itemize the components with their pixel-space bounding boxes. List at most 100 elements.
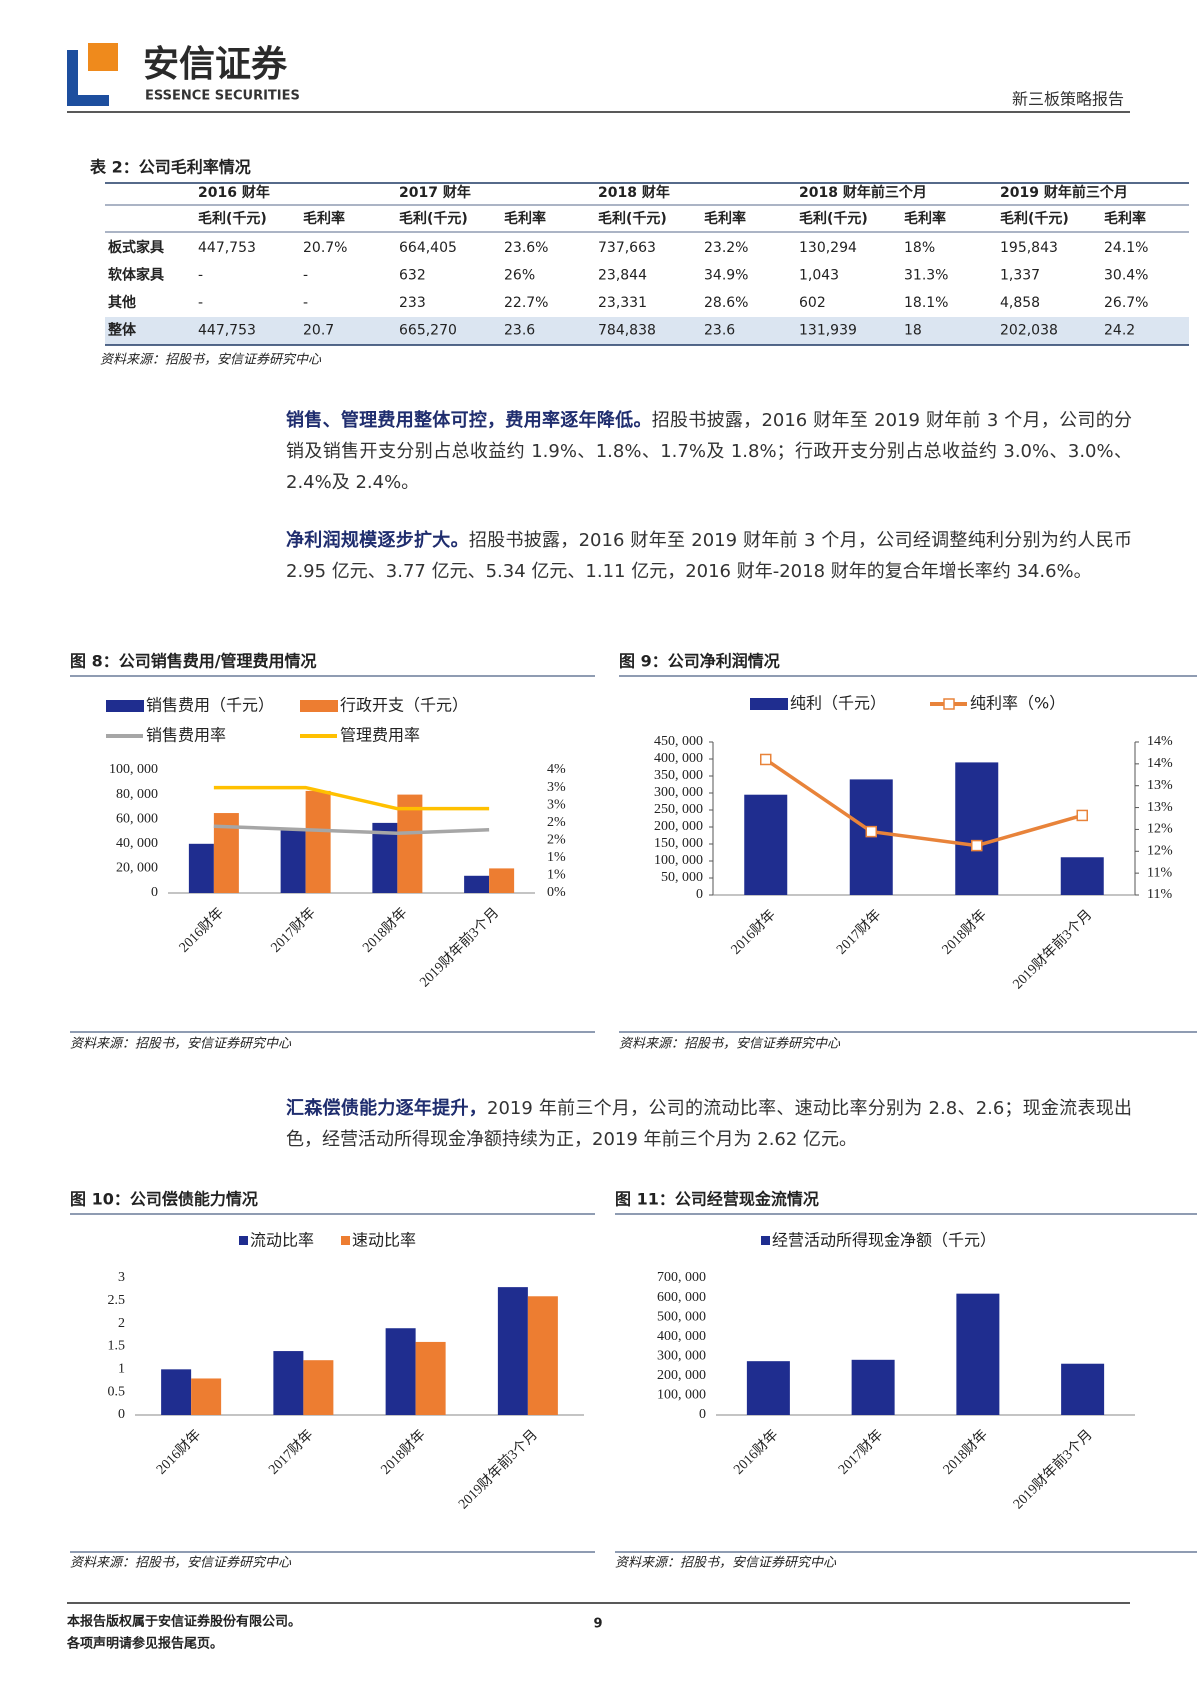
logo [67, 43, 118, 106]
y2-tick-label: 3% [547, 780, 566, 795]
paragraph-body: 招股书披露，2016 财年至 2019 财年前 3 个月，公司经调整纯利分别为约… [286, 530, 1132, 582]
paragraph-body: 2019 年前三个月，公司的流动比率、速动比率分别为 2.8、2.6；现金流表现… [286, 1098, 1132, 1150]
table-source: 资料来源：招股书，安信证券研究中心 [100, 352, 322, 368]
x-tick-label: 2018财年 [939, 907, 990, 958]
legend-swatch [341, 1236, 350, 1245]
table-cell: 23.6 [504, 323, 535, 339]
bar [397, 794, 423, 893]
y-tick-label: 600, 000 [657, 1290, 706, 1305]
y2-tick-label: 2% [547, 815, 566, 830]
line-series [213, 824, 490, 836]
table-cell: 23,331 [598, 295, 647, 311]
y-tick-label: 0 [118, 1407, 125, 1422]
table-cell: 31.3% [904, 268, 948, 284]
y-tick-label: 0.5 [108, 1384, 126, 1399]
bar [497, 1287, 528, 1415]
column-group: 2017 财年 [399, 184, 471, 201]
table-cell: 1,337 [1000, 268, 1040, 284]
x-tick-label: 2017财年 [268, 905, 319, 956]
row-header: 其他 [108, 294, 136, 311]
y-tick-label: 0 [151, 885, 158, 900]
x-tick-label: 2019财年前3个月 [1009, 1426, 1095, 1512]
x-tick-label: 2018财年 [360, 905, 411, 956]
line-marker [760, 753, 772, 766]
x-tick-label: 2016财年 [728, 907, 779, 958]
y-tick-label: 40, 000 [116, 836, 158, 851]
row-header: 板式家具 [108, 239, 164, 256]
table-cell: 30.4% [1104, 268, 1148, 284]
table-cell: 24.2 [1104, 323, 1135, 339]
y-tick-label: 3 [118, 1270, 125, 1285]
y-tick-label: 700, 000 [657, 1270, 706, 1285]
table-cell: 664,405 [399, 240, 457, 256]
y-tick-label: 400, 000 [657, 1329, 706, 1344]
row-highlight [105, 317, 1189, 345]
chart-title: 图 9：公司净利润情况 [619, 652, 780, 671]
y-tick-label: 1.5 [108, 1339, 126, 1354]
bar [489, 868, 515, 893]
footer-text: 各项声明请参见报告尾页。 [66, 1636, 223, 1652]
chart-title: 图 11：公司经营现金流情况 [615, 1190, 819, 1209]
legend-label: 经营活动所得现金净额（千元） [772, 1231, 996, 1250]
y-tick-label: 60, 000 [116, 811, 158, 826]
x-tick-label: 2016财年 [731, 1427, 782, 1478]
paragraph: 净利润规模逐步扩大。招股书披露，2016 财年至 2019 财年前 3 个月，公… [286, 525, 1132, 587]
chart-title: 图 8：公司销售费用/管理费用情况 [70, 652, 317, 671]
table-cell: - [303, 268, 308, 284]
y-tick-label: 250, 000 [654, 802, 703, 817]
line-marker [971, 839, 983, 852]
y-tick-label: 500, 000 [657, 1309, 706, 1324]
table-cell: 23.2% [704, 240, 748, 256]
line-marker [1076, 809, 1088, 822]
column-group: 2018 财年 [598, 184, 670, 201]
table-caption: 表 2：公司毛利率情况 [89, 158, 251, 177]
bar [161, 1369, 192, 1415]
x-tick-label: 2017财年 [266, 1427, 317, 1478]
table-cell: 34.9% [704, 268, 748, 284]
table-cell: 632 [399, 268, 426, 284]
y2-tick-label: 14% [1147, 734, 1173, 749]
legend-label: 销售费用（千元） [146, 696, 274, 715]
line-series [213, 785, 490, 811]
legend-label: 纯利（千元） [790, 694, 886, 713]
table-cell: 23.6% [504, 240, 548, 256]
y-tick-label: 0 [699, 1407, 706, 1422]
legend-label: 管理费用率 [340, 726, 420, 745]
logo-mark [88, 43, 118, 71]
y-tick-label: 350, 000 [654, 768, 703, 783]
bar [1060, 857, 1104, 895]
y-tick-label: 200, 000 [657, 1368, 706, 1383]
y-tick-label: 100, 000 [654, 853, 703, 868]
table-cell: - [303, 295, 308, 311]
bar [851, 1359, 895, 1415]
bar [191, 1378, 222, 1415]
chart-source: 资料来源：招股书，安信证券研究中心 [619, 1036, 841, 1052]
y2-tick-label: 0% [547, 885, 566, 900]
table-cell: 28.6% [704, 295, 748, 311]
y2-tick-label: 12% [1147, 822, 1173, 837]
table-cell: 130,294 [799, 240, 857, 256]
table-cell: 131,939 [799, 323, 857, 339]
legend-swatch [750, 698, 788, 710]
y-tick-label: 2.5 [108, 1293, 126, 1308]
y-tick-label: 20, 000 [116, 861, 158, 876]
y2-tick-label: 11% [1147, 887, 1172, 902]
y-tick-label: 100, 000 [657, 1388, 706, 1403]
paragraph-lead: 销售、管理费用整体可控，费用率逐年降低。 [286, 410, 652, 431]
legend-label: 速动比率 [352, 1231, 416, 1250]
table-cell: 18% [904, 240, 935, 256]
bar [305, 790, 331, 893]
legend-label: 销售费用率 [146, 726, 226, 745]
legend-swatch [106, 700, 144, 712]
column-header: 毛利(千元) [1000, 210, 1069, 227]
bar [385, 1328, 416, 1415]
paragraph-body: 招股书披露，2016 财年至 2019 财年前 3 个月，公司的分销及销售开支分… [286, 410, 1132, 493]
y-tick-label: 300, 000 [657, 1349, 706, 1364]
page-number: 9 [593, 1617, 602, 1632]
y2-tick-label: 1% [547, 868, 566, 883]
bar [280, 830, 306, 893]
legend-swatch [239, 1236, 248, 1245]
y-tick-label: 50, 000 [661, 870, 703, 885]
legend-label: 流动比率 [250, 1231, 314, 1250]
y-tick-label: 80, 000 [116, 787, 158, 802]
